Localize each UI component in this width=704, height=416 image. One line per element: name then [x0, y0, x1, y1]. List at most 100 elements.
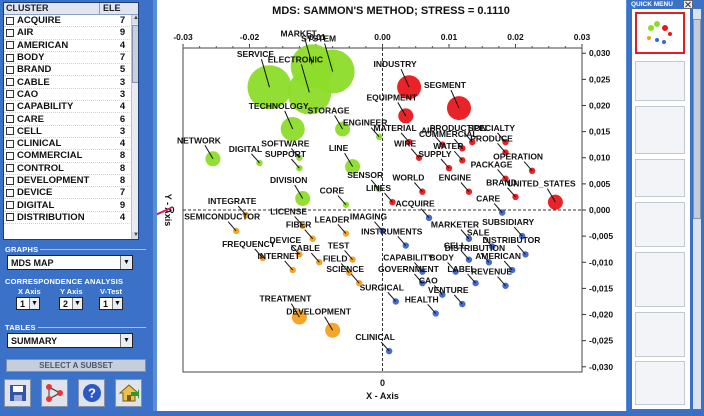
thumbnail-list[interactable] — [635, 252, 685, 307]
close-icon[interactable] — [683, 0, 693, 9]
point-label: OPERATION — [493, 152, 543, 162]
checkbox[interactable] — [6, 139, 14, 148]
checkbox[interactable] — [6, 188, 14, 197]
cluster-scrollbar[interactable]: ▲ ▼ — [131, 15, 138, 239]
save-button[interactable] — [4, 379, 31, 407]
checkbox[interactable] — [6, 28, 14, 37]
element-count: 7 — [119, 15, 126, 27]
thumbnail-grid[interactable] — [635, 312, 685, 357]
leader-line — [237, 205, 247, 216]
thumbnail-3d[interactable] — [635, 61, 685, 101]
chevron-down-icon[interactable]: ▼ — [72, 298, 82, 309]
list-item[interactable]: DEVELOPMENT 8 — [4, 175, 138, 188]
leader-line — [523, 161, 533, 172]
checkbox[interactable] — [6, 176, 14, 185]
list-item[interactable]: COMMERCIAL 8 — [4, 150, 138, 163]
data-point[interactable] — [205, 151, 221, 167]
list-item[interactable]: ACQUIRE 7 — [4, 15, 138, 28]
scroll-thumb[interactable] — [132, 25, 138, 83]
checkbox[interactable] — [6, 90, 14, 99]
select-subset-button[interactable]: SELECT A SUBSET — [6, 359, 146, 372]
list-item[interactable]: AMERICAN 4 — [4, 40, 138, 52]
list-item[interactable]: DISTRIBUTION 4 — [4, 212, 138, 225]
y-axis-select[interactable]: 2 ▼ — [59, 297, 83, 310]
scroll-down-icon[interactable]: ▼ — [132, 232, 138, 239]
graphs-select[interactable]: MDS MAP ▼ — [7, 255, 133, 270]
quick-menu-title: QUICK MENU — [631, 1, 673, 8]
y-tick-label: -0,010 — [589, 257, 613, 267]
element-count: 9 — [119, 199, 126, 211]
chevron-down-icon[interactable]: ▼ — [112, 298, 122, 309]
help-button[interactable]: ? — [78, 379, 105, 407]
tables-select[interactable]: SUMMARY ▼ — [7, 333, 133, 348]
list-item[interactable]: AIR 9 — [4, 27, 138, 40]
y-tick-label: -0,020 — [589, 310, 613, 320]
quick-menu-scroll-thumb[interactable] — [693, 19, 701, 219]
element-count: 8 — [119, 175, 126, 186]
list-item[interactable]: BODY 7 — [4, 52, 138, 65]
thumbnail-tree[interactable] — [635, 202, 685, 247]
checkbox[interactable] — [6, 115, 14, 124]
y-tick-label: 0,005 — [589, 179, 611, 189]
x-tick-label: -0.01 — [306, 32, 326, 42]
checkbox[interactable] — [6, 164, 14, 173]
list-item[interactable]: BRAND 5 — [4, 64, 138, 77]
list-item[interactable]: CARE 6 — [4, 113, 138, 126]
list-item[interactable]: CELL 3 — [4, 126, 138, 138]
checkbox[interactable] — [6, 201, 14, 210]
checkbox[interactable] — [6, 65, 14, 74]
x-tick-label: -0.02 — [240, 32, 260, 42]
data-point[interactable] — [547, 194, 563, 210]
checkbox[interactable] — [6, 53, 14, 62]
col-ele-header[interactable]: ELE — [103, 3, 121, 13]
thumbnail-map[interactable] — [635, 361, 685, 405]
data-point[interactable] — [295, 191, 311, 207]
home-button[interactable] — [115, 379, 142, 407]
checkbox[interactable] — [6, 151, 14, 160]
leader-line — [350, 273, 360, 284]
leader-line — [400, 132, 410, 143]
leader-line — [324, 43, 334, 72]
leader-line — [453, 138, 463, 149]
checkbox[interactable] — [6, 41, 14, 50]
x-axis-select[interactable]: 1 ▼ — [16, 297, 40, 310]
y-tick-label: -0,005 — [589, 231, 613, 241]
checkbox[interactable] — [6, 213, 14, 222]
y-tick-label: 0,025 — [589, 74, 611, 84]
checkbox[interactable] — [6, 78, 14, 87]
col-cluster-header[interactable]: CLUSTER — [4, 3, 100, 14]
chevron-down-icon[interactable]: ▼ — [120, 334, 132, 347]
leader-line — [460, 229, 470, 240]
list-item[interactable]: DEVICE 7 — [4, 187, 138, 200]
list-item[interactable]: DIGITAL 9 — [4, 199, 138, 212]
vtest-select[interactable]: 1 ▼ — [99, 297, 123, 310]
data-point[interactable] — [247, 65, 292, 110]
data-point[interactable] — [345, 159, 361, 175]
network-button[interactable] — [41, 379, 68, 407]
list-item[interactable]: CABLE 3 — [4, 76, 138, 89]
mds-chart[interactable]: MDS: SAMMON'S METHOD; STRESS = 0.1110 -0.… — [36, 0, 626, 411]
list-item[interactable]: CLINICAL 4 — [4, 138, 138, 151]
thumbnail-mds-map[interactable] — [635, 12, 685, 54]
y-tick-label: -0,015 — [589, 283, 613, 293]
checkbox[interactable] — [6, 16, 14, 25]
point-label: SALE — [467, 227, 490, 237]
chevron-down-icon[interactable]: ▼ — [120, 256, 132, 269]
scroll-up-icon[interactable]: ▲ — [132, 15, 138, 24]
x-axis-value: 1 — [20, 298, 26, 309]
thumbnail-table[interactable] — [635, 106, 685, 154]
leader-line — [374, 221, 383, 232]
leader-line — [227, 221, 237, 232]
quick-menu-scrollbar[interactable] — [693, 9, 701, 409]
list-item[interactable]: CAPABILITY 4 — [4, 101, 138, 114]
leader-line — [453, 150, 463, 161]
chevron-down-icon[interactable]: ▼ — [29, 298, 39, 309]
checkbox[interactable] — [6, 127, 14, 136]
list-item[interactable]: CONTROL 8 — [4, 163, 138, 175]
checkbox[interactable] — [6, 102, 14, 111]
thumbnail-table-2[interactable] — [635, 159, 685, 197]
leader-line — [433, 285, 443, 295]
list-item[interactable]: CAO 3 — [4, 89, 138, 102]
svg-text:?: ? — [88, 386, 96, 401]
point-label: FIELD — [323, 254, 348, 264]
